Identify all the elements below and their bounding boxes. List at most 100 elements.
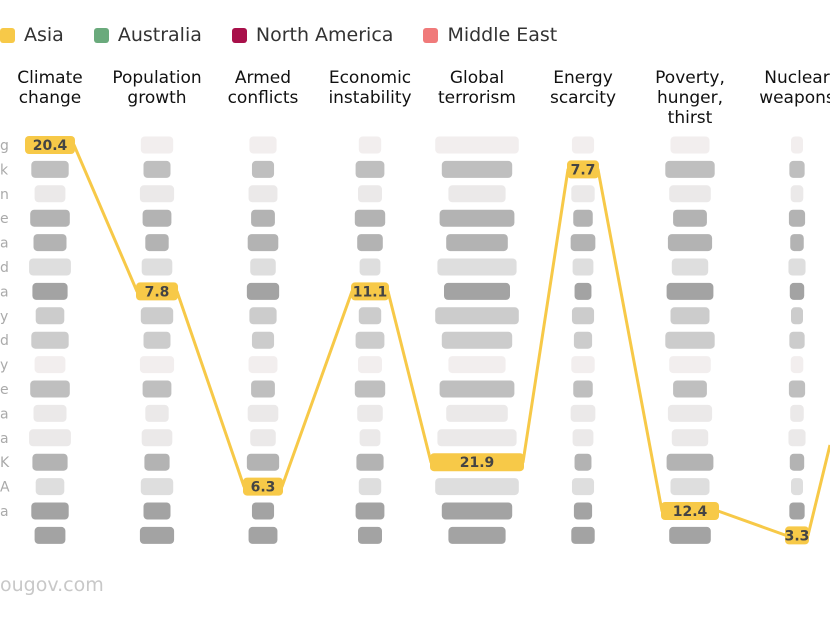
background-bar bbox=[29, 429, 71, 447]
background-bar bbox=[667, 404, 713, 422]
asia-value-pill bbox=[136, 282, 178, 301]
background-bar bbox=[143, 160, 171, 178]
asia-value-label: 21.9 bbox=[460, 455, 495, 471]
background-bar bbox=[249, 136, 277, 154]
background-bar bbox=[446, 404, 508, 422]
asia-value-label: 12.4 bbox=[673, 504, 708, 520]
legend-swatch bbox=[231, 27, 247, 43]
background-bar bbox=[30, 209, 70, 227]
row-label: A bbox=[0, 480, 10, 496]
column-title: Climate bbox=[17, 68, 82, 88]
row-label: n bbox=[0, 187, 9, 203]
background-bar bbox=[33, 234, 67, 252]
background-bar bbox=[358, 136, 382, 154]
row-label: y bbox=[0, 358, 8, 374]
background-bar bbox=[571, 526, 595, 544]
background-bar bbox=[791, 307, 803, 325]
background-bar bbox=[570, 404, 596, 422]
background-bar bbox=[666, 282, 714, 300]
column-title: weapons bbox=[759, 88, 830, 108]
column-title: Nuclear bbox=[764, 68, 829, 88]
background-bar bbox=[665, 331, 715, 349]
background-bar bbox=[437, 429, 517, 447]
legend-item[interactable]: Australia bbox=[93, 24, 202, 46]
background-bar bbox=[358, 185, 382, 203]
bars bbox=[29, 136, 806, 544]
background-bar bbox=[139, 526, 175, 544]
legend-swatch bbox=[423, 27, 439, 43]
background-bar bbox=[145, 234, 169, 252]
background-bar bbox=[671, 258, 709, 276]
column-title: terrorism bbox=[438, 88, 516, 108]
background-bar bbox=[673, 209, 707, 227]
column-title: conflicts bbox=[228, 88, 299, 108]
background-bar bbox=[571, 356, 595, 374]
background-bar bbox=[251, 502, 275, 520]
background-bar bbox=[359, 258, 381, 276]
background-bar bbox=[248, 356, 278, 374]
background-bar bbox=[142, 209, 172, 227]
column-title: hunger, bbox=[657, 88, 723, 108]
background-bar bbox=[354, 209, 386, 227]
background-bar bbox=[251, 331, 275, 349]
asia-value-pill bbox=[785, 526, 809, 545]
background-bar bbox=[247, 234, 279, 252]
column-title: scarcity bbox=[550, 88, 616, 108]
background-bar bbox=[355, 502, 385, 520]
asia-value-pill bbox=[351, 282, 389, 301]
legend-item[interactable]: Middle East bbox=[423, 24, 557, 46]
background-bar bbox=[30, 380, 70, 398]
background-bar bbox=[789, 331, 805, 349]
background-bar bbox=[140, 478, 174, 496]
background-bar bbox=[251, 209, 275, 227]
column-title: growth bbox=[127, 88, 186, 108]
background-bar bbox=[669, 526, 711, 544]
background-bar bbox=[789, 160, 805, 178]
background-bar bbox=[435, 478, 519, 496]
legend-label: Asia bbox=[24, 24, 64, 46]
background-bar bbox=[29, 258, 71, 276]
asia-value-label: 20.4 bbox=[33, 138, 68, 154]
background-bar bbox=[34, 356, 66, 374]
background-bar bbox=[790, 356, 804, 374]
background-bar bbox=[142, 380, 172, 398]
background-bar bbox=[788, 380, 806, 398]
background-bar bbox=[441, 160, 513, 178]
column-title: Armed bbox=[235, 68, 291, 88]
background-bar bbox=[574, 282, 592, 300]
background-bar bbox=[143, 502, 171, 520]
legend-item[interactable]: North America bbox=[231, 24, 393, 46]
row-label: g bbox=[0, 138, 9, 154]
legend-item[interactable]: Asia bbox=[0, 24, 64, 46]
background-bar bbox=[31, 160, 69, 178]
background-bar bbox=[441, 331, 513, 349]
background-bar bbox=[435, 136, 519, 154]
background-bar bbox=[248, 185, 278, 203]
row-label: e bbox=[0, 382, 9, 398]
background-bar bbox=[435, 307, 519, 325]
row-label: a bbox=[0, 406, 9, 422]
background-bar bbox=[670, 478, 710, 496]
background-bar bbox=[358, 526, 382, 544]
background-bar bbox=[788, 429, 806, 447]
background-bar bbox=[570, 234, 596, 252]
background-bar bbox=[791, 478, 803, 496]
background-bar bbox=[667, 234, 713, 252]
background-bar bbox=[446, 234, 508, 252]
background-bar bbox=[571, 185, 595, 203]
background-bar bbox=[448, 356, 506, 374]
background-bar bbox=[31, 502, 69, 520]
background-bar bbox=[356, 453, 384, 471]
background-bar bbox=[354, 380, 386, 398]
background-bar bbox=[665, 160, 715, 178]
background-bar bbox=[791, 136, 803, 154]
row-label: a bbox=[0, 431, 9, 447]
column-title: change bbox=[19, 88, 82, 108]
background-bar bbox=[671, 429, 709, 447]
legend-swatch bbox=[0, 27, 15, 43]
asia-value-pill bbox=[661, 502, 719, 520]
background-bar bbox=[670, 136, 710, 154]
asia-value-pill bbox=[430, 453, 524, 472]
asia-value-label: 7.8 bbox=[145, 284, 170, 300]
